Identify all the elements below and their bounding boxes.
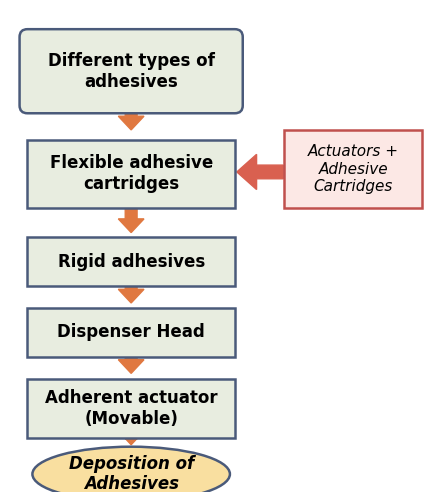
FancyBboxPatch shape [28,379,235,438]
FancyArrow shape [118,358,144,374]
FancyBboxPatch shape [284,130,422,208]
Text: Different types of
adhesives: Different types of adhesives [48,52,215,90]
FancyArrow shape [237,154,283,190]
Ellipse shape [33,446,230,500]
Text: Flexible adhesive
cartridges: Flexible adhesive cartridges [50,154,213,194]
FancyArrow shape [118,288,144,303]
FancyArrow shape [118,209,144,233]
FancyBboxPatch shape [28,140,235,208]
FancyBboxPatch shape [20,29,243,114]
Text: Rigid adhesives: Rigid adhesives [58,253,205,271]
FancyBboxPatch shape [28,308,235,356]
Text: Dispenser Head: Dispenser Head [57,324,205,342]
FancyArrow shape [118,431,144,444]
Text: Actuators +
Adhesive
Cartridges: Actuators + Adhesive Cartridges [308,144,399,194]
FancyBboxPatch shape [28,238,235,286]
FancyArrow shape [118,106,144,130]
Text: Adherent actuator
(Movable): Adherent actuator (Movable) [45,389,218,428]
Text: Deposition of
Adhesives: Deposition of Adhesives [69,454,194,494]
